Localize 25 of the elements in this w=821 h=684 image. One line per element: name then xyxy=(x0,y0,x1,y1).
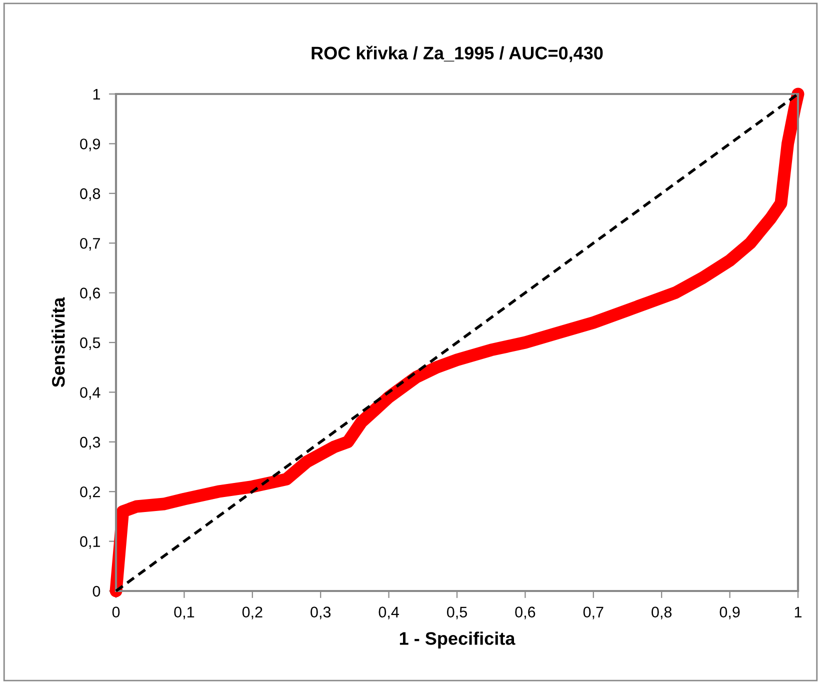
y-tick-label: 1 xyxy=(93,89,100,100)
y-tick-label: 0,8 xyxy=(80,188,100,201)
y-tick-label: 0,4 xyxy=(80,387,100,400)
x-tick-label: 0,7 xyxy=(583,606,604,620)
y-tick-label: 0,3 xyxy=(80,436,100,450)
y-tick-label: 0 xyxy=(92,586,100,597)
y-tick-label: 0,5 xyxy=(80,337,100,350)
y-tick-label: 0,2 xyxy=(80,486,100,500)
y-tick-label: 0,9 xyxy=(80,138,100,152)
x-tick-label: 0,1 xyxy=(174,606,194,620)
x-tick-label: 0,3 xyxy=(310,606,331,620)
y-axis-title: Sensitivita xyxy=(52,297,65,388)
x-tick-label: 0 xyxy=(112,606,120,618)
x-tick-label: 0,8 xyxy=(652,606,672,620)
y-tick-label: 0,7 xyxy=(80,238,100,251)
x-tick-label: 0,5 xyxy=(446,606,467,620)
chart-title: ROC křivka / Za_1995 / AUC=0,430 xyxy=(312,46,603,62)
x-tick-label: 0,9 xyxy=(720,606,740,620)
y-tick-label: 0,6 xyxy=(80,288,100,300)
x-tick-label: 0,4 xyxy=(378,606,399,620)
x-axis-title: 1 - Specificita xyxy=(400,632,516,648)
y-tick-label: 0,1 xyxy=(80,536,100,549)
x-tick-label: 0,6 xyxy=(515,606,536,620)
x-tick-label: 1 xyxy=(794,606,802,618)
x-tick-label: 0,2 xyxy=(242,606,262,620)
